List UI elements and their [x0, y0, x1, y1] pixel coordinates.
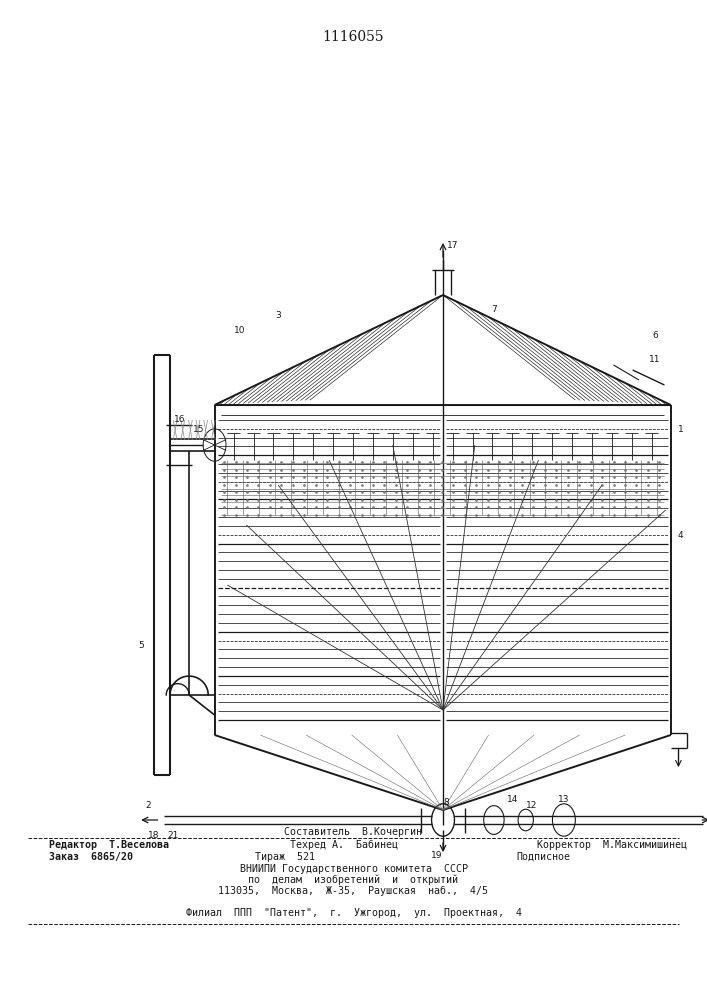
- Text: Филиал  ППП  "Патент",  г.  Ужгород,  ул.  Проектная,  4: Филиал ППП "Патент", г. Ужгород, ул. Про…: [185, 908, 522, 918]
- Text: 3: 3: [275, 311, 281, 320]
- Text: 1: 1: [677, 426, 683, 434]
- Text: 15: 15: [193, 425, 204, 434]
- Text: 18: 18: [148, 830, 160, 840]
- Text: 1116055: 1116055: [322, 30, 385, 44]
- Text: 16: 16: [174, 415, 185, 424]
- Text: Корректор  М.Максимишинец: Корректор М.Максимишинец: [537, 840, 687, 850]
- Text: 2: 2: [145, 800, 151, 810]
- Text: Техред А.  Бабинец: Техред А. Бабинец: [290, 840, 398, 850]
- Circle shape: [552, 804, 575, 836]
- Text: 7: 7: [491, 306, 497, 314]
- Text: 19: 19: [431, 850, 443, 859]
- Text: Тираж  521: Тираж 521: [255, 852, 315, 862]
- Text: Подписное: Подписное: [516, 852, 570, 862]
- Text: Составитель  В.Кочергин: Составитель В.Кочергин: [284, 827, 423, 837]
- Text: 5: 5: [139, 641, 144, 650]
- Text: Заказ  6865/20: Заказ 6865/20: [49, 852, 134, 862]
- Text: ВНИИПИ Государственного комитета  СССР: ВНИИПИ Государственного комитета СССР: [240, 864, 467, 874]
- Circle shape: [484, 806, 504, 834]
- Circle shape: [203, 429, 226, 461]
- Text: 14: 14: [508, 796, 519, 804]
- Text: 10: 10: [234, 326, 246, 335]
- Circle shape: [431, 804, 455, 836]
- Text: 4: 4: [677, 530, 683, 540]
- Text: 6: 6: [652, 330, 658, 340]
- Text: 11: 11: [649, 356, 660, 364]
- Text: по  делам  изобретений  и  открытий: по делам изобретений и открытий: [248, 875, 459, 885]
- Text: 13: 13: [558, 796, 570, 804]
- Text: 21: 21: [168, 830, 179, 840]
- Circle shape: [518, 809, 533, 831]
- Text: 12: 12: [527, 800, 538, 810]
- Text: 17: 17: [447, 240, 458, 249]
- Text: Редактор  Т.Веселова: Редактор Т.Веселова: [49, 840, 170, 850]
- Text: 113035,  Москва,  Ж-35,  Раушская  наб.,  4/5: 113035, Москва, Ж-35, Раушская наб., 4/5: [218, 886, 489, 896]
- Text: 8: 8: [443, 798, 449, 807]
